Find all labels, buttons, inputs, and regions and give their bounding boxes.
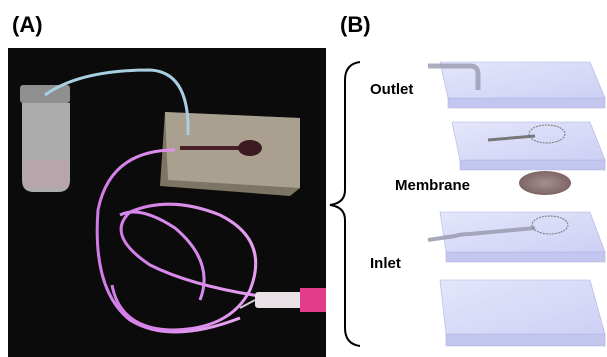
figure: (A) (B) Outlet Membrane Inlet <box>0 0 607 357</box>
layer-label: Outlet <box>370 81 413 98</box>
page: (A) (B) Outlet Membrane Inlet <box>0 0 607 357</box>
brace <box>330 62 360 346</box>
slab <box>440 280 605 346</box>
panel-label: (B) <box>340 12 371 37</box>
panel-label: (A) <box>12 12 43 37</box>
slab <box>452 122 605 170</box>
slab <box>428 212 605 262</box>
layer-label: Inlet <box>370 255 401 272</box>
photo <box>8 48 326 357</box>
membrane <box>519 171 571 195</box>
slab <box>428 62 605 108</box>
layer-label: Membrane <box>395 177 470 194</box>
